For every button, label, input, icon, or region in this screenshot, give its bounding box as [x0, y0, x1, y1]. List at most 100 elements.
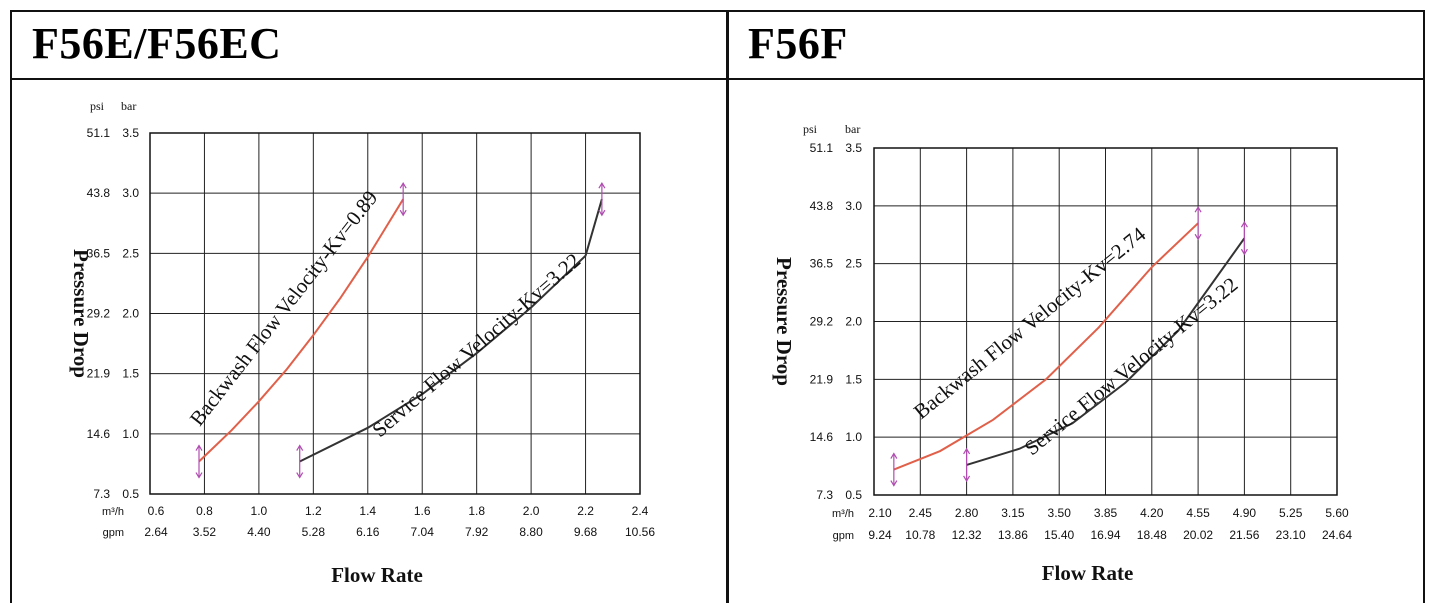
x-tick-label-gpm: 7.92	[465, 525, 489, 539]
x-tick-label-m3h: 3.15	[1001, 506, 1025, 520]
x-tick-label-gpm: 4.40	[247, 525, 271, 539]
x-tick-label-gpm: 10.56	[625, 525, 655, 539]
y-tick-label-psi: 43.8	[87, 186, 111, 200]
y-tick-label-bar: 1.0	[122, 427, 139, 441]
panel-title-right: F56F	[748, 19, 848, 68]
y-tick-label-bar: 3.5	[845, 141, 862, 155]
y-tick-label-bar: 1.5	[845, 372, 862, 386]
range-marker-arrow-down	[1194, 233, 1202, 241]
x-tick-label-m3h: 1.0	[251, 504, 268, 518]
y-tick-label-psi: 29.2	[87, 307, 111, 321]
range-marker	[296, 444, 304, 479]
x-tick-label-m3h: 1.8	[468, 504, 485, 518]
x-tick-label-m3h: 0.8	[196, 504, 213, 518]
x-tick-label-m3h: 1.6	[414, 504, 431, 518]
y-tick-label-bar: 0.5	[845, 488, 862, 502]
x-tick-label-gpm: 9.24	[868, 528, 892, 542]
range-marker	[1240, 221, 1248, 256]
y-unit-psi: psi	[803, 122, 818, 136]
x-tick-label-m3h: 2.2	[577, 504, 594, 518]
plot-frame	[873, 147, 1338, 496]
y-tick-label-bar: 1.0	[845, 430, 862, 444]
y-tick-label-psi: 7.3	[816, 488, 833, 502]
x-axis-title: Flow Rate	[1042, 561, 1134, 585]
x-tick-label-m3h: 5.25	[1279, 506, 1303, 520]
series-line	[966, 237, 1246, 466]
range-marker-arrow-down	[399, 209, 407, 217]
range-marker-arrow-up	[1240, 221, 1248, 228]
x-tick-label-gpm: 13.86	[998, 528, 1028, 542]
y-tick-label-bar: 0.5	[122, 487, 139, 501]
range-marker-arrow-up	[1194, 206, 1202, 213]
range-marker-arrow-up	[195, 444, 203, 451]
x-tick-label-gpm: 9.68	[574, 525, 598, 539]
range-marker-arrow-down	[963, 475, 971, 483]
range-marker-arrow-up	[890, 452, 898, 459]
plot-frame	[149, 132, 641, 495]
x-unit-gpm: gpm	[103, 527, 124, 539]
series-line	[198, 198, 405, 463]
x-unit-gpm: gpm	[833, 530, 854, 542]
x-tick-label-gpm: 18.48	[1137, 528, 1167, 542]
y-tick-label-psi: 29.2	[810, 315, 834, 329]
x-tick-label-gpm: 3.52	[193, 525, 217, 539]
x-unit-m3h: m³/h	[832, 508, 854, 520]
x-tick-label-gpm: 5.28	[302, 525, 326, 539]
x-tick-label-m3h: 2.10	[868, 506, 892, 520]
y-tick-label-psi: 36.5	[87, 246, 111, 260]
y-tick-label-bar: 2.5	[122, 246, 139, 260]
y-tick-label-psi: 7.3	[93, 487, 110, 501]
x-tick-label-m3h: 4.90	[1233, 506, 1257, 520]
x-tick-label-m3h: 1.2	[305, 504, 322, 518]
y-tick-label-bar: 3.5	[122, 126, 139, 140]
y-unit-bar: bar	[845, 122, 860, 136]
chart-right: 7.3 0.5 14.6 1.0 21.9 1.5 29.2 2.0 36.5 2.5 43.8 3.…	[772, 122, 1352, 585]
range-marker	[195, 444, 203, 479]
y-unit-bar: bar	[121, 99, 136, 113]
y-axis-title: Pressure Drop	[772, 257, 796, 386]
x-tick-label-gpm: 23.10	[1276, 528, 1306, 542]
series-line	[893, 222, 1199, 471]
x-tick-label-gpm: 15.40	[1044, 528, 1074, 542]
y-tick-label-bar: 3.0	[845, 199, 862, 213]
x-tick-label-m3h: 2.45	[909, 506, 933, 520]
x-tick-label-gpm: 20.02	[1183, 528, 1213, 542]
x-tick-label-m3h: 0.6	[148, 504, 165, 518]
x-tick-label-m3h: 5.60	[1325, 506, 1349, 520]
x-tick-label-m3h: 4.55	[1186, 506, 1210, 520]
x-tick-label-m3h: 3.85	[1094, 506, 1118, 520]
panel-title-left: F56E/F56EC	[32, 19, 282, 68]
y-tick-label-psi: 51.1	[87, 126, 111, 140]
y-tick-label-bar: 2.5	[845, 257, 862, 271]
x-tick-label-m3h: 4.20	[1140, 506, 1164, 520]
range-marker	[1194, 206, 1202, 241]
range-marker	[598, 182, 606, 217]
y-axis-title: Pressure Drop	[69, 249, 93, 378]
series-line	[299, 198, 603, 463]
range-marker	[890, 452, 898, 487]
x-tick-label-m3h: 2.4	[632, 504, 649, 518]
x-tick-label-gpm: 10.78	[905, 528, 935, 542]
range-marker-arrow-up	[296, 444, 304, 451]
x-axis-title: Flow Rate	[331, 563, 423, 587]
y-tick-label-psi: 43.8	[810, 199, 834, 213]
y-tick-label-psi: 14.6	[87, 427, 111, 441]
range-marker-arrow-down	[195, 472, 203, 479]
x-tick-label-gpm: 6.16	[356, 525, 380, 539]
x-tick-label-gpm: 24.64	[1322, 528, 1352, 542]
y-tick-label-bar: 1.5	[122, 367, 139, 381]
x-tick-label-m3h: 2.80	[955, 506, 979, 520]
y-tick-label-bar: 2.0	[122, 307, 139, 321]
x-tick-label-gpm: 8.80	[519, 525, 543, 539]
panel-divider	[726, 10, 729, 603]
x-tick-label-m3h: 2.0	[523, 504, 540, 518]
chart-left: 7.3 0.5 14.6 1.0 21.9 1.5 29.2 2.0 36.5 2.5 43.8 3.…	[69, 99, 655, 587]
header-divider	[10, 78, 1425, 80]
range-marker-arrow-down	[598, 209, 606, 217]
range-marker	[963, 447, 971, 483]
y-tick-label-bar: 3.0	[122, 186, 139, 200]
x-tick-label-gpm: 12.32	[952, 528, 982, 542]
y-tick-label-psi: 36.5	[810, 257, 834, 271]
range-marker-arrow-up	[598, 182, 606, 189]
y-tick-label-psi: 51.1	[810, 141, 834, 155]
